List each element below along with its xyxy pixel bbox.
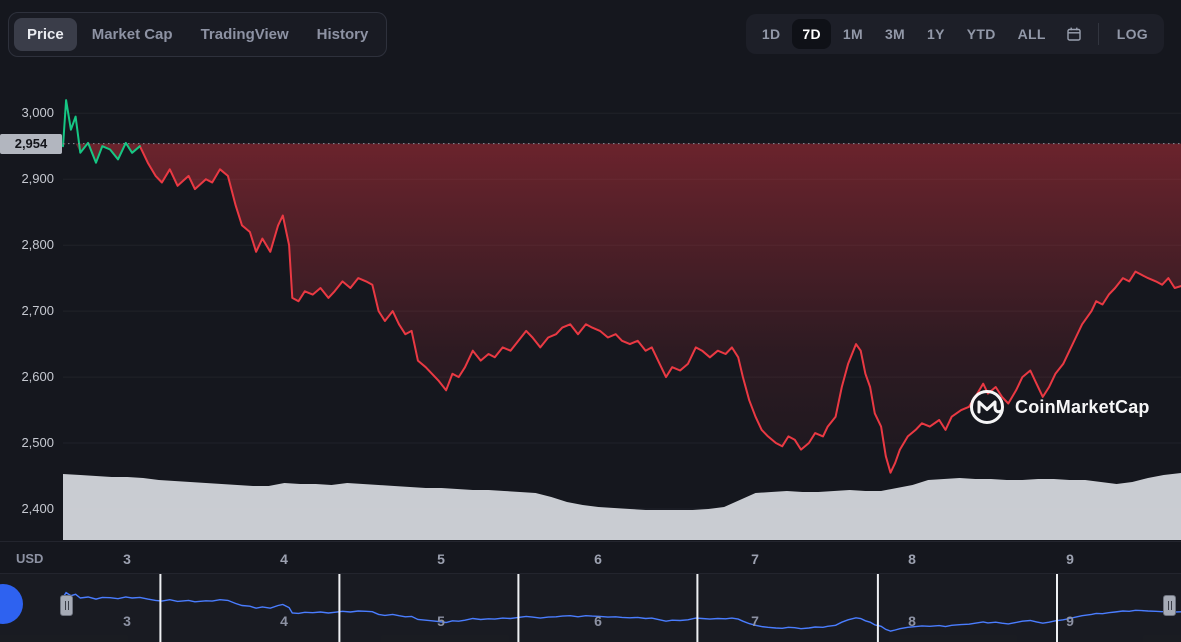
calendar-icon: [1067, 27, 1081, 41]
navigator-track[interactable]: [0, 573, 1181, 642]
navigator-day-separators: [159, 574, 1058, 642]
coinmarketcap-logo-icon: [970, 390, 1004, 424]
navigator-right-handle[interactable]: [1163, 595, 1176, 616]
range-1m[interactable]: 1M: [833, 19, 873, 49]
range-all[interactable]: ALL: [1008, 19, 1056, 49]
navigator-axis-label: 4: [280, 613, 288, 629]
y-axis-label: 2,500: [21, 435, 54, 450]
range-3m[interactable]: 3M: [875, 19, 915, 49]
x-axis-label: 6: [594, 551, 602, 567]
range-7d[interactable]: 7D: [792, 19, 831, 49]
drag-handle-icon: [67, 601, 69, 610]
tab-tradingview[interactable]: TradingView: [188, 18, 302, 51]
x-axis-label: 5: [437, 551, 445, 567]
volume-area: [63, 473, 1181, 540]
range-1y[interactable]: 1Y: [917, 19, 955, 49]
current-price-badge: 2,954: [0, 134, 62, 154]
chart-view-tabs: Price Market Cap TradingView History: [8, 12, 388, 57]
x-axis-label: 3: [123, 551, 131, 567]
watermark-text: CoinMarketCap: [1015, 396, 1150, 417]
currency-label: USD: [16, 551, 44, 566]
y-axis-label: 3,000: [21, 105, 54, 120]
y-axis-label: 2,800: [21, 237, 54, 252]
x-axis-label: 4: [280, 551, 288, 567]
price-line-down: [138, 145, 1181, 474]
x-axis-label: 7: [751, 551, 759, 567]
y-axis-label: 2,700: [21, 303, 54, 318]
y-axis-label: 2,600: [21, 369, 54, 384]
navigator-axis-label: 5: [437, 613, 445, 629]
range-1d[interactable]: 1D: [752, 19, 791, 49]
navigator-left-handle[interactable]: [60, 595, 73, 616]
navigator-line: [62, 591, 1181, 632]
navigator-axis-label: 3: [123, 613, 131, 629]
loss-area-fill: [63, 143, 1181, 473]
drag-handle-icon: [1170, 601, 1172, 610]
log-scale-button[interactable]: LOG: [1107, 19, 1158, 49]
range-ytd[interactable]: YTD: [957, 19, 1006, 49]
calendar-button[interactable]: [1058, 20, 1090, 48]
coinmarketcap-watermark: CoinMarketCap: [968, 388, 1150, 426]
time-range-group: 1D 7D 1M 3M 1Y YTD ALL LOG: [745, 14, 1164, 54]
price-line-up: [62, 99, 141, 164]
tab-history[interactable]: History: [304, 18, 382, 51]
navigator-axis-label: 9: [1066, 613, 1074, 629]
x-axis-label: 8: [908, 551, 916, 567]
tab-market-cap[interactable]: Market Cap: [79, 18, 186, 51]
navigator-axis-label: 6: [594, 613, 602, 629]
drag-handle-icon: [64, 601, 66, 610]
y-axis-label: 2,400: [21, 501, 54, 516]
tab-price[interactable]: Price: [14, 18, 77, 51]
navigator-axis-label: 7: [751, 613, 759, 629]
y-axis-label: 2,900: [21, 171, 54, 186]
drag-handle-icon: [1167, 601, 1169, 610]
chat-fab-button[interactable]: [0, 584, 23, 624]
navigator-axis-label: 8: [908, 613, 916, 629]
x-axis-label: 9: [1066, 551, 1074, 567]
divider: [1097, 23, 1099, 45]
